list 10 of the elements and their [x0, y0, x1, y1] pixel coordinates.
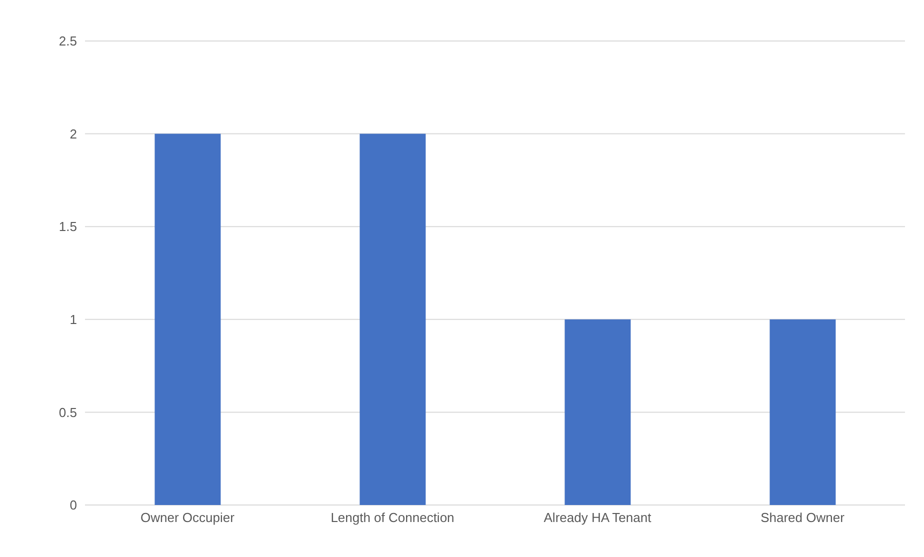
y-tick-label: 1.5	[58, 219, 77, 234]
y-tick-label: 0.5	[58, 404, 77, 420]
x-tick-label: Length of Connection	[330, 510, 454, 526]
y-tick-label: 0	[70, 498, 77, 513]
y-tick-label: 1	[70, 312, 77, 328]
y-tick-label: 2.5	[58, 34, 77, 49]
x-tick-label: Already HA Tenant	[544, 510, 652, 526]
x-tick-label: Shared Owner	[760, 510, 846, 526]
x-tick-label: Owner Occupier	[140, 510, 236, 526]
y-tick-label: 2	[70, 126, 77, 142]
